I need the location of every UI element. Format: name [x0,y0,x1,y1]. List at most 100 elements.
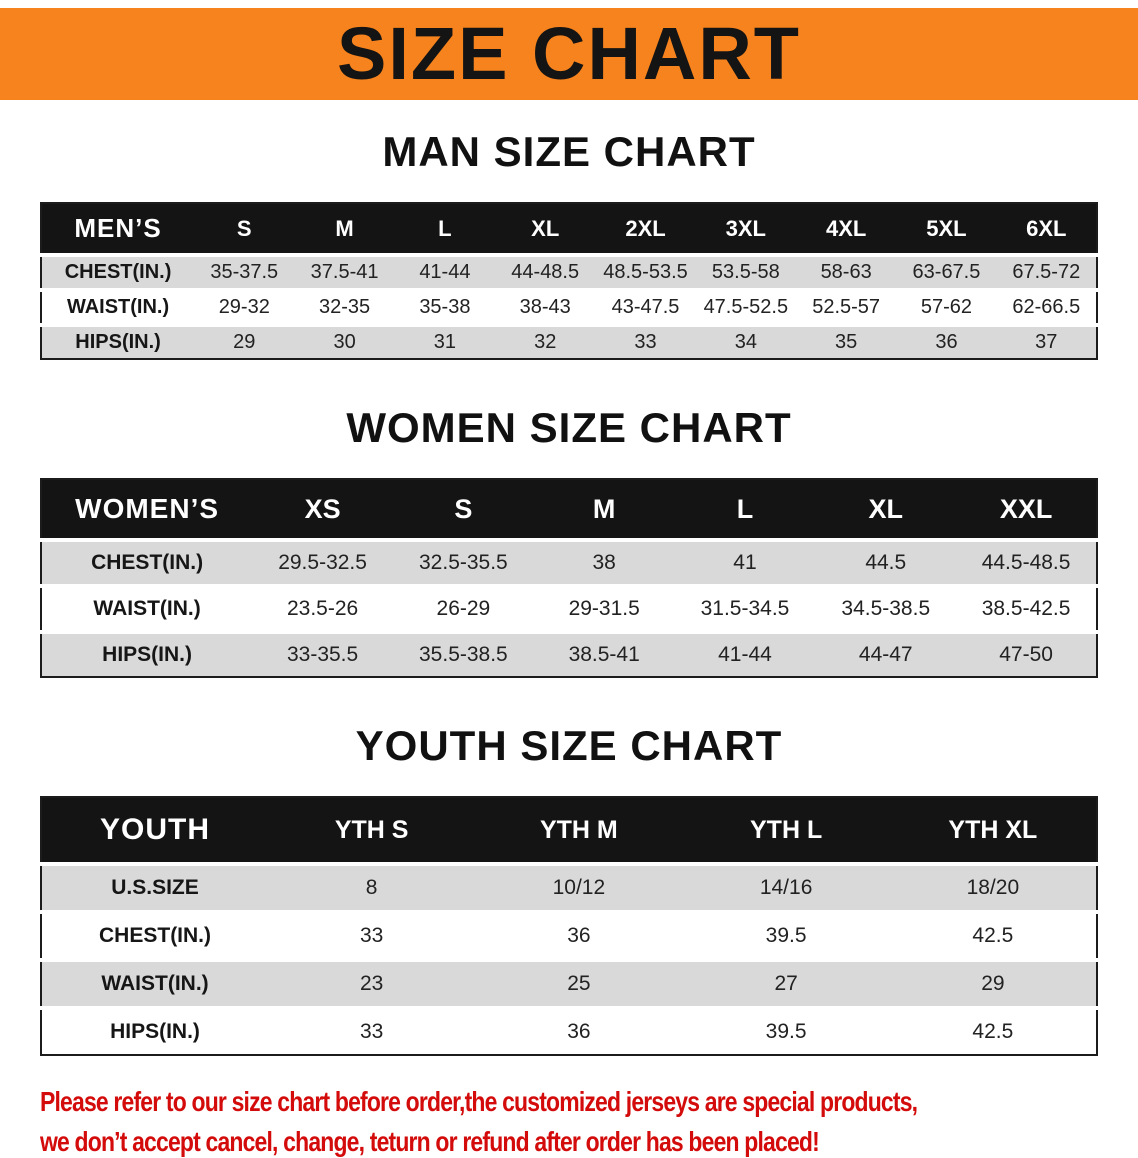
value-cell: 38.5-41 [533,630,675,677]
value-cell: 44.5 [815,538,957,586]
value-cell: 47-50 [956,630,1097,677]
value-cell: 33 [595,323,696,359]
value-cell: 32 [495,323,596,359]
disclaimer-line-1: Please refer to our size chart before or… [40,1086,918,1117]
value-cell: 30 [294,323,395,359]
value-cell: 31.5-34.5 [674,584,816,632]
size-header-cell: YTH S [268,797,476,864]
table-header-row: WOMEN’S XS S M L XL XXL [41,479,1097,540]
size-header-cell: YTH M [475,797,683,864]
value-cell: 35-38 [394,288,496,325]
value-cell: 41-44 [674,630,816,677]
value-cell: 57-62 [896,288,997,325]
men-section-heading: MAN SIZE CHART [382,128,756,175]
men-size-table: MEN’S S M L XL 2XL 3XL 4XL 5XL 6XL CHEST(IN.) 35-37… [40,202,1098,360]
value-cell: 33-35.5 [252,630,393,677]
value-cell: 32.5-35.5 [392,538,534,586]
size-chart-page: SIZE CHART MAN SIZE CHART MEN’S S M L XL 2XL 3… [0,8,1138,1157]
size-header-cell: 4XL [795,203,897,255]
value-cell: 14/16 [682,862,890,912]
value-cell: 10/12 [475,862,683,912]
row-label-cell: WAIST(IN.) [41,584,253,632]
value-cell: 41-44 [394,253,496,290]
size-header-cell: XXL [956,479,1097,540]
value-cell: 39.5 [682,910,890,960]
value-cell: 34.5-38.5 [815,584,957,632]
value-cell: 62-66.5 [996,288,1097,325]
value-cell: 35 [795,323,897,359]
value-cell: 29.5-32.5 [252,538,393,586]
value-cell: 38 [533,538,675,586]
value-cell: 8 [268,862,476,912]
size-header-cell: S [194,203,295,255]
value-cell: 26-29 [392,584,534,632]
row-label-cell: HIPS(IN.) [41,1006,269,1055]
table-title-cell: WOMEN’S [41,479,253,540]
size-header-cell: XS [252,479,393,540]
value-cell: 67.5-72 [996,253,1097,290]
table-header-row: YOUTH YTH S YTH M YTH L YTH XL [41,797,1097,864]
value-cell: 36 [475,1006,683,1055]
value-cell: 33 [268,1006,476,1055]
row-label-cell: CHEST(IN.) [41,538,253,586]
youth-size-table: YOUTH YTH S YTH M YTH L YTH XL U.S.SIZE 8 10/12… [40,796,1098,1056]
section-women: WOMEN SIZE CHART WOMEN’S XS S M L XL XXL CHEST(… [0,404,1138,678]
value-cell: 23.5-26 [252,584,393,632]
value-cell: 29 [194,323,295,359]
value-cell: 38.5-42.5 [956,584,1097,632]
table-row: CHEST(IN.) 33 36 39.5 42.5 [41,910,1097,960]
value-cell: 48.5-53.5 [595,253,696,290]
value-cell: 44-48.5 [495,253,596,290]
table-header-row: MEN’S S M L XL 2XL 3XL 4XL 5XL 6XL [41,203,1097,255]
disclaimer: Please refer to our size chart before or… [40,1086,1138,1158]
value-cell: 35.5-38.5 [392,630,534,677]
size-header-cell: YTH L [682,797,890,864]
table-row: WAIST(IN.) 29-32 32-35 35-38 38-43 43-47.5 47.… [41,288,1097,325]
value-cell: 27 [682,958,890,1008]
section-youth: YOUTH SIZE CHART YOUTH YTH S YTH M YTH L YTH… [0,722,1138,1056]
table-row: HIPS(IN.) 33-35.5 35.5-38.5 38.5-41 41-44 44-… [41,630,1097,677]
table-row: WAIST(IN.) 23.5-26 26-29 29-31.5 31.5-34.5 34… [41,584,1097,632]
value-cell: 42.5 [889,1006,1097,1055]
value-cell: 58-63 [795,253,897,290]
section-men: MAN SIZE CHART MEN’S S M L XL 2XL 3XL 4XL 5XL 6XL… [0,128,1138,360]
banner: SIZE CHART [0,8,1138,100]
size-header-cell: M [533,479,675,540]
value-cell: 36 [475,910,683,960]
value-cell: 33 [268,910,476,960]
value-cell: 52.5-57 [795,288,897,325]
row-label-cell: U.S.SIZE [41,862,269,912]
table-row: CHEST(IN.) 35-37.5 37.5-41 41-44 44-48.5 48.5… [41,253,1097,290]
value-cell: 25 [475,958,683,1008]
size-header-cell: YTH XL [889,797,1097,864]
row-label-cell: HIPS(IN.) [41,630,253,677]
page-title: SIZE CHART [337,12,801,95]
table-title-cell: MEN’S [41,203,195,255]
row-label-cell: HIPS(IN.) [41,323,195,359]
value-cell: 37.5-41 [294,253,395,290]
size-header-cell: M [294,203,395,255]
size-header-cell: 2XL [595,203,696,255]
size-header-cell: L [674,479,816,540]
value-cell: 63-67.5 [896,253,997,290]
table-row: HIPS(IN.) 29 30 31 32 33 34 35 36 37 [41,323,1097,359]
value-cell: 38-43 [495,288,596,325]
value-cell: 29-31.5 [533,584,675,632]
value-cell: 42.5 [889,910,1097,960]
value-cell: 53.5-58 [695,253,796,290]
table-title-cell: YOUTH [41,797,269,864]
value-cell: 41 [674,538,816,586]
value-cell: 18/20 [889,862,1097,912]
value-cell: 37 [996,323,1097,359]
value-cell: 39.5 [682,1006,890,1055]
value-cell: 44-47 [815,630,957,677]
value-cell: 34 [695,323,796,359]
table-row: WAIST(IN.) 23 25 27 29 [41,958,1097,1008]
women-section-heading: WOMEN SIZE CHART [346,404,792,451]
value-cell: 43-47.5 [595,288,696,325]
size-header-cell: XL [815,479,957,540]
row-label-cell: WAIST(IN.) [41,288,195,325]
table-row: U.S.SIZE 8 10/12 14/16 18/20 [41,862,1097,912]
value-cell: 29-32 [194,288,295,325]
size-header-cell: S [392,479,534,540]
